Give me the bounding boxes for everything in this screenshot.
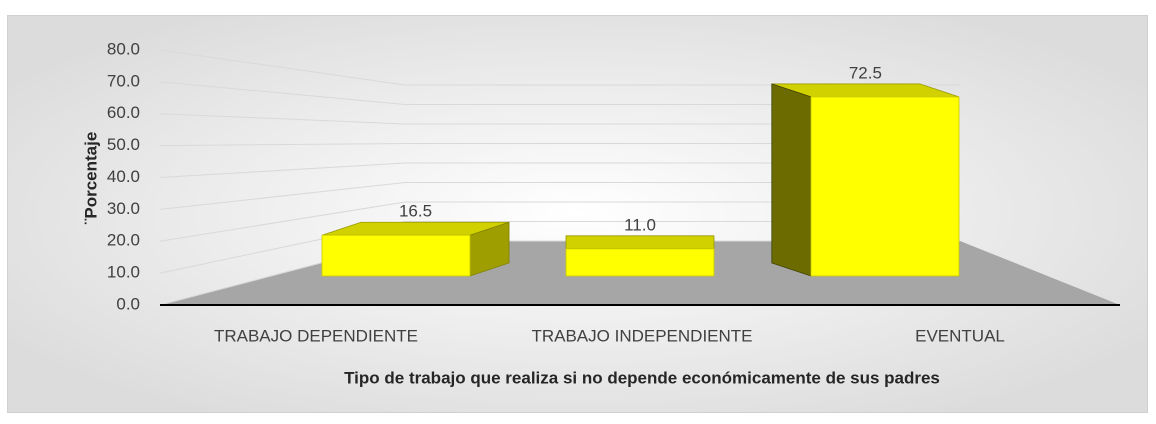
bar — [810, 96, 960, 277]
y-axis-title: ¨Porcentaje — [81, 132, 100, 225]
y-tick-label: 50.0 — [107, 135, 140, 154]
y-tick-label: 40.0 — [107, 167, 140, 186]
value-label: 16.5 — [399, 202, 432, 221]
y-tick-label: 20.0 — [107, 231, 140, 250]
x-axis-title: Tipo de trabajo que realiza si no depend… — [344, 368, 940, 387]
bar — [565, 248, 715, 277]
chart-frame — [7, 15, 1148, 413]
y-tick-label: 30.0 — [107, 199, 140, 218]
y-tick-label: 60.0 — [107, 103, 140, 122]
y-tick-label: 10.0 — [107, 263, 140, 282]
x-tick-label: TRABAJO INDEPENDIENTE — [531, 326, 752, 345]
y-tick-label: 70.0 — [107, 71, 140, 90]
value-label: 72.5 — [849, 63, 882, 82]
bar — [321, 234, 471, 277]
y-tick-label: 80.0 — [107, 39, 140, 58]
bar-top — [565, 235, 715, 250]
bar-side — [771, 83, 812, 277]
x-tick-label: TRABAJO DEPENDIENTE — [214, 326, 418, 345]
bars — [321, 83, 960, 277]
value-label: 11.0 — [624, 215, 656, 234]
y-tick-label: 0.0 — [116, 294, 140, 313]
x-tick-label: EVENTUAL — [915, 326, 1005, 345]
